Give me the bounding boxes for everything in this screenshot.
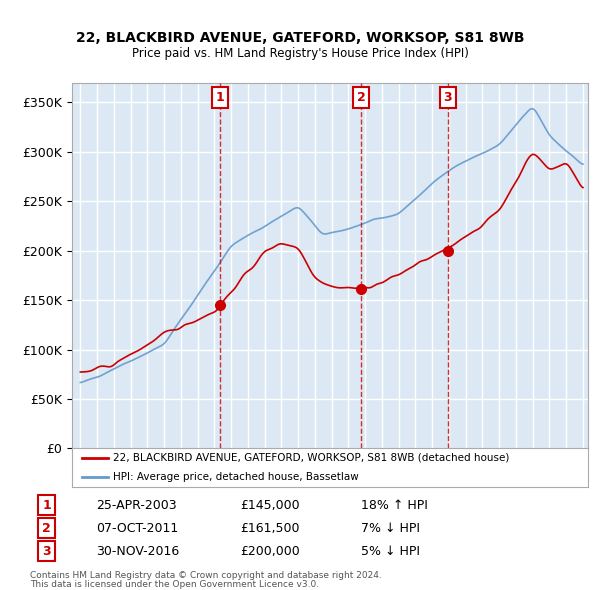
Text: 22, BLACKBIRD AVENUE, GATEFORD, WORKSOP, S81 8WB (detached house): 22, BLACKBIRD AVENUE, GATEFORD, WORKSOP,…: [113, 453, 509, 463]
Text: Price paid vs. HM Land Registry's House Price Index (HPI): Price paid vs. HM Land Registry's House …: [131, 47, 469, 60]
Text: £145,000: £145,000: [240, 499, 299, 512]
Text: HPI: Average price, detached house, Bassetlaw: HPI: Average price, detached house, Bass…: [113, 472, 359, 482]
Text: 25-APR-2003: 25-APR-2003: [96, 499, 177, 512]
Text: 18% ↑ HPI: 18% ↑ HPI: [361, 499, 428, 512]
Text: 5% ↓ HPI: 5% ↓ HPI: [361, 545, 420, 558]
Text: 3: 3: [42, 545, 51, 558]
Text: This data is licensed under the Open Government Licence v3.0.: This data is licensed under the Open Gov…: [30, 579, 319, 589]
Text: 30-NOV-2016: 30-NOV-2016: [96, 545, 179, 558]
Text: 22, BLACKBIRD AVENUE, GATEFORD, WORKSOP, S81 8WB: 22, BLACKBIRD AVENUE, GATEFORD, WORKSOP,…: [76, 31, 524, 45]
Text: £161,500: £161,500: [240, 522, 299, 535]
Text: 1: 1: [215, 91, 224, 104]
Text: £200,000: £200,000: [240, 545, 299, 558]
Text: Contains HM Land Registry data © Crown copyright and database right 2024.: Contains HM Land Registry data © Crown c…: [30, 571, 382, 580]
Text: 3: 3: [443, 91, 452, 104]
Text: 07-OCT-2011: 07-OCT-2011: [96, 522, 178, 535]
Text: 2: 2: [357, 91, 366, 104]
Text: 1: 1: [42, 499, 51, 512]
Text: 2: 2: [42, 522, 51, 535]
Text: 7% ↓ HPI: 7% ↓ HPI: [361, 522, 420, 535]
